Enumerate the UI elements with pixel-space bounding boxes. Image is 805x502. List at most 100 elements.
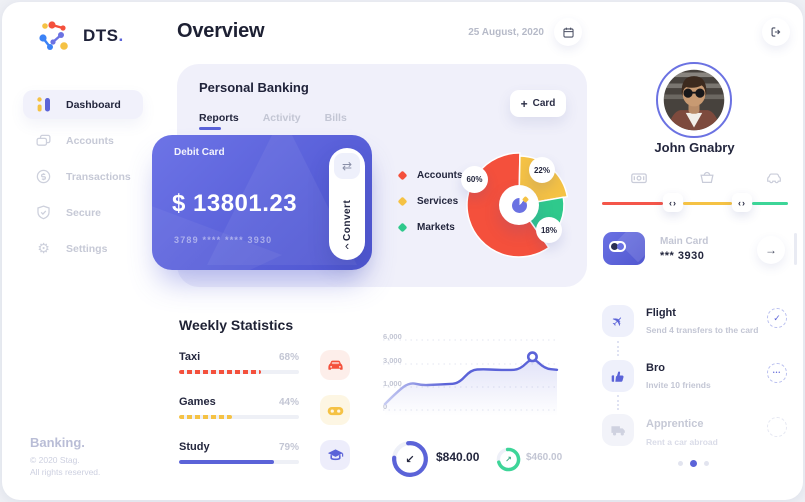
track-segment-green xyxy=(752,202,788,205)
add-card-button[interactable]: + Card xyxy=(510,90,566,117)
achievement-bro-tile xyxy=(602,360,634,392)
pie-value-badge: 18% xyxy=(536,217,562,243)
profile-photo xyxy=(663,69,725,131)
taxi-icon-tile xyxy=(320,350,350,380)
sidebar-item-dashboard[interactable]: Dashboard xyxy=(23,90,143,119)
sidebar-item-secure[interactable]: Secure xyxy=(23,198,143,227)
pie-icon xyxy=(511,197,527,213)
accounts-icon xyxy=(35,132,52,149)
transfer-pill-button[interactable]: ‹› xyxy=(732,193,752,212)
pie-center-hub xyxy=(499,185,539,225)
legend-item-accounts: Accounts xyxy=(397,170,463,181)
sidebar-item-label: Dashboard xyxy=(66,98,121,111)
achievement-subtitle: Invite 10 friends xyxy=(646,380,711,390)
page-dot[interactable] xyxy=(704,461,709,466)
connector-dots xyxy=(617,341,619,356)
shield-icon xyxy=(35,204,52,221)
sidebar-item-transactions[interactable]: Transactions xyxy=(23,162,143,191)
truck-icon xyxy=(610,425,625,436)
income-ring: ↗ xyxy=(496,447,521,472)
calendar-button[interactable] xyxy=(554,18,582,46)
sidebar-item-label: Transactions xyxy=(66,170,131,183)
progress-track xyxy=(179,370,299,374)
sidebar-item-accounts[interactable]: Accounts xyxy=(23,126,143,155)
weekly-row-percent: 79% xyxy=(278,442,299,453)
logout-button[interactable] xyxy=(762,18,790,46)
debit-card-label: Debit Card xyxy=(174,147,225,158)
achievement-title: Bro xyxy=(646,362,665,374)
tab-bills[interactable]: Bills xyxy=(324,112,347,124)
header-date: 25 August, 2020 xyxy=(468,27,544,38)
tab-reports[interactable]: Reports xyxy=(199,112,239,130)
achievement-title: Flight xyxy=(646,307,676,319)
scrollbar[interactable] xyxy=(794,233,797,265)
calendar-icon xyxy=(562,27,574,38)
pie-legend: Accounts Services Markets xyxy=(397,170,463,233)
y-axis-tick: 3,000 xyxy=(383,356,402,365)
spending-ring: ↙ xyxy=(391,440,429,478)
status-complete-icon[interactable]: ✓ xyxy=(767,308,787,328)
convert-button[interactable]: ⇄ Convert ‹ xyxy=(329,148,365,260)
arrow-up-right-icon: ↗ xyxy=(505,455,512,464)
arrow-right-icon: → xyxy=(765,243,777,257)
status-locked-icon[interactable] xyxy=(767,417,787,437)
weekly-row-percent: 68% xyxy=(278,352,299,363)
study-icon-tile xyxy=(320,440,350,470)
dashboard-icon xyxy=(35,96,52,113)
games-icon-tile xyxy=(320,395,350,425)
logo-text: DTS. xyxy=(83,26,124,45)
logout-icon xyxy=(771,27,781,37)
main-card-number: *** 3930 xyxy=(660,250,705,262)
plane-icon: ✈ xyxy=(607,310,628,331)
sidebar-item-settings[interactable]: ⚙ Settings xyxy=(23,234,143,263)
weekly-statistics-title: Weekly Statistics xyxy=(179,317,294,333)
status-in-progress-icon[interactable]: ••• xyxy=(767,363,787,383)
legend-item-markets: Markets xyxy=(397,222,463,233)
personal-banking-title: Personal Banking xyxy=(199,80,309,95)
transfer-arrows-icon: ‹› xyxy=(669,197,677,208)
avatar[interactable] xyxy=(656,62,732,138)
cash-card-icon xyxy=(630,169,648,192)
transfer-arrows-icon: ‹› xyxy=(738,197,746,208)
page-dot[interactable] xyxy=(678,461,683,466)
dts-logo-icon xyxy=(39,21,68,50)
arrow-down-left-icon: ↙ xyxy=(405,453,415,466)
progress-track xyxy=(179,460,299,464)
debit-card-balance: $ 13801.23 xyxy=(172,190,298,217)
footer-copyright: © 2020 Stag. xyxy=(30,455,80,465)
track-segment-yellow xyxy=(683,202,732,205)
add-card-label: Card xyxy=(532,98,556,109)
pie-value-badge: 22% xyxy=(529,157,555,183)
achievement-title: Apprentice xyxy=(646,418,704,430)
main-card-thumbnail[interactable] xyxy=(603,232,645,265)
main-card-title: Main Card xyxy=(660,236,709,247)
card-arrow-button[interactable]: → xyxy=(757,236,785,264)
graduation-cap-icon xyxy=(327,448,343,460)
yellow-diamond-icon xyxy=(397,196,408,207)
weekly-row-label: Games xyxy=(179,396,216,408)
spending-amount: $840.00 xyxy=(436,450,480,464)
line-chart xyxy=(383,339,559,416)
progress-fill-games xyxy=(179,415,232,419)
red-diamond-icon xyxy=(397,170,408,181)
taxi-icon xyxy=(327,360,343,370)
weekly-row-percent: 44% xyxy=(278,397,299,408)
app-logo: DTS. xyxy=(37,18,124,54)
weekly-row-label: Taxi xyxy=(179,351,201,363)
progress-fill-study xyxy=(179,460,274,464)
tab-bar: Reports Activity Bills xyxy=(199,112,347,130)
convert-label: Convert xyxy=(341,199,353,241)
y-axis-tick: 1,000 xyxy=(383,379,402,388)
sidebar-item-label: Secure xyxy=(66,206,102,219)
green-diamond-icon xyxy=(397,222,408,233)
profile-name: John Gnabry xyxy=(654,140,735,155)
transfer-pill-button[interactable]: ‹› xyxy=(663,193,683,212)
tab-activity[interactable]: Activity xyxy=(262,112,301,124)
swap-icon: ⇄ xyxy=(334,153,360,179)
track-segment-red xyxy=(602,202,663,205)
page-dot-active[interactable] xyxy=(690,460,697,467)
achievement-apprentice-tile xyxy=(602,414,634,446)
sidebar-nav: Dashboard Accounts Transactions Secure ⚙… xyxy=(23,90,143,263)
thumbs-up-icon xyxy=(611,371,624,382)
